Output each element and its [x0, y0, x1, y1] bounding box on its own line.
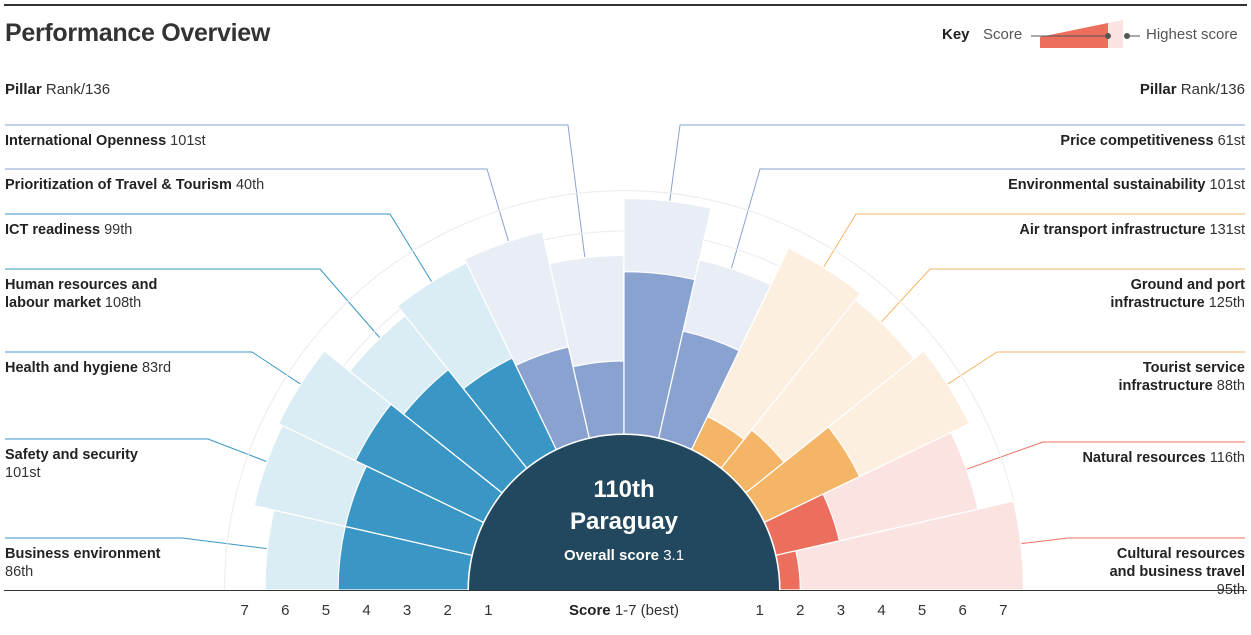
tick-right-1: 1: [755, 602, 764, 619]
pillar-label-environmental-sustainability: Environmental sustainability 101st: [1008, 177, 1245, 193]
tick-right-4: 4: [877, 602, 886, 619]
center-overall: Overall score 3.1: [564, 547, 684, 564]
pillar-label-international-openness: International Openness 101st: [5, 133, 206, 149]
top-rule: [4, 4, 1247, 6]
bar-score-cultural-resources-and-business-travel: [775, 550, 801, 591]
key-highest-label: Highest score: [1146, 26, 1238, 43]
key-score-dot: [1105, 33, 1111, 39]
pillar-label-health-and-hygiene: Health and hygiene 83rd: [5, 360, 172, 376]
tick-left-5: 5: [321, 602, 331, 619]
bars: [253, 197, 1025, 591]
tick-left-4: 4: [362, 602, 371, 619]
key-label: Key: [942, 26, 970, 43]
axis-title: Score 1-7 (best): [568, 602, 680, 619]
center-disc: 110th Paraguay Overall score 3.1: [469, 435, 779, 590]
pillar-label-business-environment: Business environment 86th: [5, 546, 161, 580]
baseline-rule: [4, 590, 1247, 591]
pillar-label-ict-readiness: ICT readiness 99th: [5, 222, 133, 238]
pillar-label-natural-resources: Natural resources 116th: [1082, 450, 1245, 466]
pillar-label-safety-and-security: Safety and security 101st: [5, 447, 138, 481]
tick-left-7: 7: [240, 602, 249, 619]
tick-right-3: 3: [836, 602, 846, 619]
pillar-label-air-transport-infrastructure: Air transport infrastructure 131st: [1019, 222, 1245, 238]
page-title: Performance Overview: [5, 19, 270, 47]
pillar-header-left: Pillar Rank/136: [5, 81, 111, 98]
pillar-label-human-resources-and-labour-market: Human resources and labour market 108th: [5, 277, 158, 311]
pillar-header-right: Pillar Rank/136: [1139, 81, 1245, 98]
tick-left-1: 1: [484, 602, 493, 619]
key-highest-dot: [1124, 33, 1130, 39]
key-score-label: Score: [983, 26, 1023, 43]
tick-right-5: 5: [917, 602, 927, 619]
pillar-label-cultural-resources-and-business-travel: Cultural resources and business travel 9…: [1109, 546, 1245, 598]
pillar-label-ground-and-port-infrastructure: Ground and port infrastructure 125th: [1110, 277, 1245, 311]
tick-left-6: 6: [281, 602, 290, 619]
tick-left-3: 3: [402, 602, 412, 619]
key-graphic: [1031, 20, 1140, 48]
center-disc-shape: [469, 435, 779, 590]
tick-right-7: 7: [999, 602, 1008, 619]
pillar-label-tourist-service-infrastructure: Tourist service infrastructure 88th: [1118, 360, 1245, 394]
grid-ring-7: [223, 189, 1025, 591]
tick-left-2: 2: [443, 602, 452, 619]
pillar-label-prioritization-of-travel-tourism: Prioritization of Travel & Tourism 40th: [5, 177, 265, 193]
center-rank: 110th: [593, 476, 654, 503]
tick-right-2: 2: [796, 602, 805, 619]
center-country: Paraguay: [570, 508, 679, 535]
pillar-label-price-competitiveness: Price competitiveness 61st: [1060, 133, 1245, 149]
tick-right-6: 6: [958, 602, 967, 619]
